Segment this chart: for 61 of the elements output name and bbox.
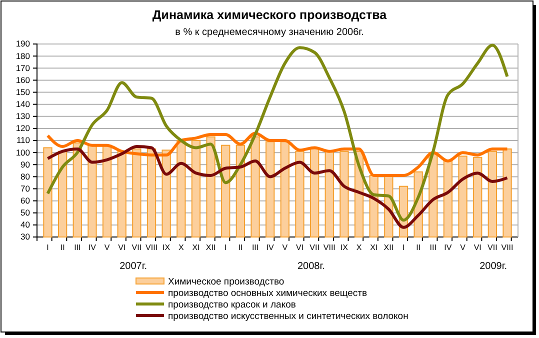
x-tick-label: VII (132, 243, 142, 252)
x-tick-label: IV (88, 243, 97, 252)
x-tick-label: IV (266, 243, 275, 252)
x-tick-label: V (282, 243, 288, 252)
y-tick-label: 90 (20, 159, 30, 170)
x-tick-label: II (238, 243, 243, 252)
x-tick-label: VIII (146, 243, 158, 252)
x-tick-label: IX (340, 243, 349, 252)
x-tick-label: VIII (501, 243, 514, 252)
x-tick-label: VII (310, 243, 320, 252)
x-tick-label: III (74, 243, 81, 252)
chart-title: Динамика химического производства (152, 8, 388, 22)
x-tick-label: XI (192, 243, 200, 252)
y-tick-label: 50 (20, 208, 30, 218)
chart-subtitle: в % к среднемесячному значению 2006г. (175, 27, 364, 38)
x-tick-label: XI (370, 243, 378, 252)
y-tick-label: 110 (16, 135, 30, 146)
x-tick-label: V (104, 243, 110, 252)
y-tick-label: 80 (20, 171, 30, 182)
x-tick-label: X (178, 243, 184, 252)
y-tick-label: 100 (16, 147, 30, 158)
x-tick-label: VIII (323, 243, 336, 252)
line-series (46, 145, 509, 229)
x-tick-label: III (430, 243, 436, 252)
legend-label: производство искусственных и синтетических волокон (168, 311, 408, 322)
y-tick-label: 150 (16, 86, 30, 97)
x-tick-label: XII (384, 243, 394, 252)
y-tick-label: 30 (20, 232, 30, 242)
x-tick-label: IX (162, 243, 171, 252)
y-tick-label: 160 (16, 74, 30, 85)
x-tick-label: II (60, 243, 65, 252)
x-tick-label: V (460, 243, 466, 252)
x-tick-label: VI (296, 243, 304, 252)
x-tick-label: VI (474, 243, 482, 252)
x-tick-label: IV (444, 243, 452, 252)
line-series (46, 132, 509, 177)
y-tick-label: 190 (16, 38, 30, 49)
x-tick-label: III (252, 243, 259, 252)
legend-label: Химическое производство (168, 276, 284, 288)
y-tick-label: 70 (20, 183, 30, 194)
text: 2009г. (480, 261, 508, 272)
legend-label: производство основных химических веществ (168, 288, 368, 299)
y-tick-label: 180 (16, 50, 30, 61)
x-tick-label: I (402, 243, 405, 252)
x-tick-label: X (356, 243, 362, 252)
x-tick-label: VI (118, 243, 126, 252)
y-tick-label: 130 (16, 111, 30, 122)
x-tick-label: VII (488, 243, 498, 252)
x-tick-label: I (224, 243, 227, 252)
y-tick-label: 140 (16, 99, 30, 110)
legend-label: производство красок и лаков (168, 300, 296, 310)
text: 2007г. (120, 261, 148, 272)
x-tick-label: II (416, 243, 421, 252)
line-series (46, 44, 509, 222)
x-tick-label: XII (206, 243, 216, 252)
y-tick-label: 60 (20, 196, 30, 206)
x-tick-label: I (46, 243, 49, 252)
y-tick-label: 120 (16, 123, 30, 134)
y-tick-label: 40 (20, 220, 30, 230)
y-tick-label: 170 (16, 62, 30, 73)
text: 2008г. (297, 261, 325, 272)
